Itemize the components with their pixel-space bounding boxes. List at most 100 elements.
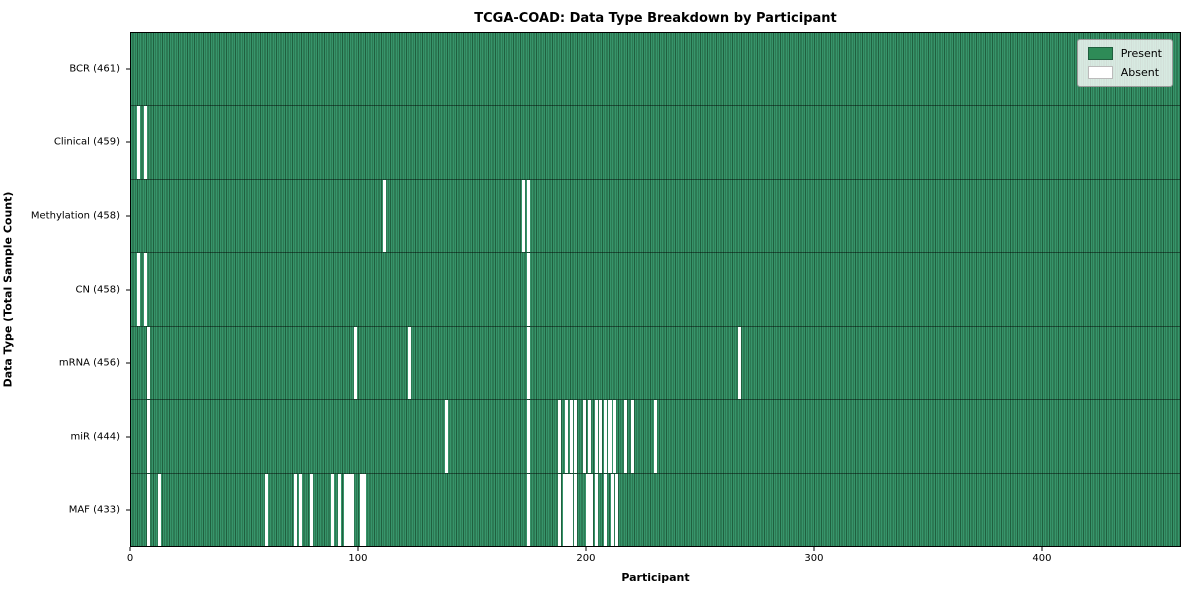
absent-stripe — [615, 473, 619, 546]
heatmap-row-mrna — [131, 326, 1180, 401]
absent-stripe — [610, 473, 614, 546]
absent-stripe — [330, 473, 334, 546]
absent-stripe — [608, 400, 612, 473]
absent-stripe — [565, 473, 569, 546]
absent-stripe — [558, 400, 562, 473]
absent-stripe — [157, 473, 161, 546]
absent-stripe — [526, 400, 530, 473]
absent-stripe — [587, 473, 592, 546]
x-tick-mark — [1041, 547, 1043, 551]
absent-stripe — [360, 473, 364, 546]
y-tick-mark — [126, 68, 130, 70]
absent-stripe — [144, 253, 148, 326]
absent-stripe — [587, 400, 592, 473]
absent-stripe — [574, 473, 578, 546]
absent-stripe — [567, 473, 571, 546]
absent-stripe — [603, 473, 607, 546]
absent-stripe — [444, 400, 448, 473]
legend-entry-absent: Absent — [1087, 66, 1162, 79]
y-tick-mark — [126, 141, 130, 143]
x-axis-label: Participant — [621, 571, 690, 584]
absent-stripe — [137, 106, 141, 179]
x-tick-mark — [129, 547, 131, 551]
x-tick-label: 0 — [126, 553, 134, 564]
absent-stripe — [631, 400, 635, 473]
absent-stripe — [599, 400, 603, 473]
absent-stripe — [294, 473, 298, 546]
absent-stripe — [298, 473, 303, 546]
chart-title: TCGA-COAD: Data Type Breakdown by Partic… — [474, 11, 837, 26]
y-tick-mark — [126, 289, 130, 290]
x-tick-label: 100 — [348, 553, 368, 564]
legend-entry-present: Present — [1087, 47, 1162, 60]
x-axis-ticks: 0 100 200 300 400 — [126, 547, 1181, 569]
absent-stripe — [558, 473, 562, 546]
absent-stripe — [613, 400, 617, 473]
absent-stripe — [526, 179, 530, 253]
y-tick-mark — [126, 362, 130, 364]
absent-stripe — [383, 179, 387, 253]
absent-stripe — [146, 326, 150, 400]
absent-stripe — [594, 473, 598, 546]
y-tick-mark — [126, 215, 130, 217]
y-tick-label: BCR (461) — [69, 63, 120, 75]
absent-stripe — [565, 400, 569, 473]
legend: Present Absent — [1076, 39, 1173, 87]
absent-stripe — [362, 473, 366, 546]
heatmap-row-methylation — [131, 179, 1180, 254]
x-tick-label: 200 — [576, 553, 596, 564]
absent-stripe — [603, 400, 607, 473]
heatmap-row-cn — [131, 253, 1180, 327]
absent-stripe — [144, 106, 148, 179]
heatmap-row-mir — [131, 400, 1180, 474]
absent-stripe — [590, 473, 594, 546]
x-tick-mark — [357, 547, 359, 551]
absent-stripe — [310, 473, 314, 546]
absent-stripe — [264, 473, 268, 546]
absent-stripe — [346, 473, 350, 546]
absent-stripe — [624, 400, 628, 473]
y-tick-label: miR (444) — [70, 431, 120, 443]
absent-stripe — [594, 400, 598, 473]
absent-stripe — [146, 400, 150, 473]
absent-stripe — [526, 326, 530, 400]
x-tick-mark — [585, 547, 587, 551]
absent-stripe — [349, 473, 353, 546]
absent-stripe — [569, 400, 573, 473]
absent-stripe — [574, 400, 578, 473]
x-tick-label: 400 — [1032, 553, 1052, 564]
absent-stripe — [351, 473, 355, 546]
absent-stripe — [653, 400, 658, 473]
plot-area: Present Absent — [130, 32, 1181, 547]
absent-stripe — [353, 326, 357, 400]
absent-stripe — [337, 473, 341, 546]
absent-stripe — [583, 400, 587, 473]
heatmap-row-clinical — [131, 106, 1180, 180]
heatmap-row-maf — [131, 473, 1180, 546]
y-axis-ticks: BCR (461) Clinical (459) Methylation (458)… — [0, 32, 130, 547]
y-tick-label: Clinical (459) — [53, 136, 120, 148]
present-swatch — [1087, 47, 1113, 60]
absent-stripe — [585, 473, 589, 546]
legend-label-absent: Absent — [1120, 66, 1160, 79]
heatmap-row-bcr — [131, 33, 1180, 107]
y-tick-mark — [126, 509, 130, 511]
absent-stripe — [344, 473, 348, 546]
y-tick-label: Methylation (458) — [30, 210, 120, 222]
y-tick-label: MAF (433) — [68, 504, 120, 516]
y-tick-mark — [126, 436, 130, 438]
absent-stripe — [408, 326, 412, 400]
x-tick-mark — [813, 547, 815, 551]
absent-stripe — [526, 253, 530, 326]
absent-stripe — [137, 253, 141, 326]
absent-stripe — [146, 473, 150, 546]
absent-stripe — [562, 473, 566, 546]
absent-swatch — [1087, 66, 1113, 79]
y-tick-label: mRNA (456) — [58, 357, 120, 369]
x-tick-label: 300 — [804, 553, 824, 564]
absent-stripe — [569, 473, 573, 546]
y-tick-label: CN (458) — [75, 284, 120, 295]
absent-stripe — [526, 473, 530, 546]
legend-label-present: Present — [1120, 47, 1162, 60]
